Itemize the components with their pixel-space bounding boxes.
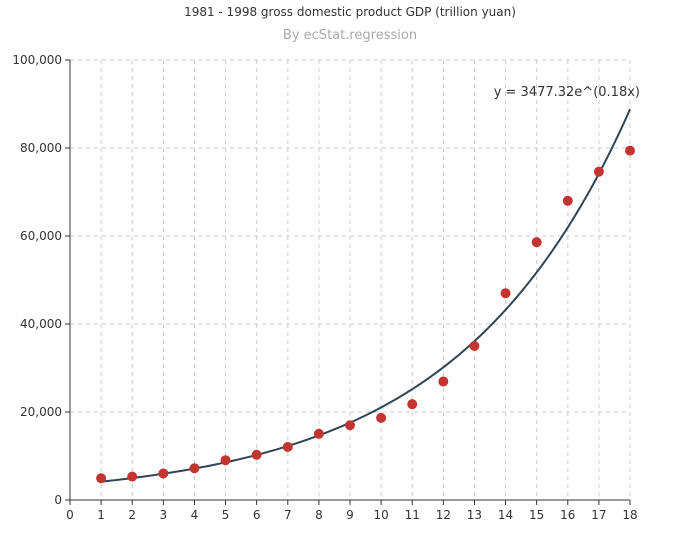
x-tick-label: 10 [373, 508, 388, 522]
data-point[interactable] [313, 428, 324, 439]
data-point[interactable] [562, 195, 573, 206]
y-tick-label: 60,000 [20, 229, 62, 243]
x-tick-label: 6 [253, 508, 261, 522]
data-point[interactable] [127, 471, 138, 482]
y-tick-label: 0 [54, 493, 62, 507]
x-tick-label: 1 [97, 508, 105, 522]
data-point[interactable] [531, 237, 542, 248]
data-point[interactable] [282, 441, 293, 452]
data-point[interactable] [438, 376, 449, 387]
x-tick-label: 13 [467, 508, 482, 522]
x-tick-label: 12 [436, 508, 451, 522]
data-point[interactable] [407, 399, 418, 410]
data-point[interactable] [158, 468, 169, 479]
y-tick-label: 80,000 [20, 141, 62, 155]
x-tick-label: 2 [128, 508, 136, 522]
data-point[interactable] [593, 166, 604, 177]
x-tick-label: 11 [405, 508, 420, 522]
x-tick-label: 7 [284, 508, 292, 522]
x-tick-label: 14 [498, 508, 513, 522]
x-tick-label: 5 [222, 508, 230, 522]
data-point[interactable] [625, 145, 635, 156]
y-tick-label: 40,000 [20, 317, 62, 331]
regression-equation-label: y = 3477.32e^(0.18x) [494, 85, 640, 100]
data-point[interactable] [220, 455, 231, 466]
x-tick-label: 15 [529, 508, 544, 522]
x-tick-label: 17 [591, 508, 606, 522]
data-point[interactable] [376, 412, 387, 423]
y-tick-label: 100,000 [12, 53, 62, 67]
chart-title: 1981 - 1998 gross domestic product GDP (… [184, 5, 516, 19]
data-point[interactable] [345, 420, 355, 431]
data-point[interactable] [96, 473, 107, 484]
x-tick-label: 0 [66, 508, 74, 522]
data-point[interactable] [251, 449, 262, 460]
chart-subtitle: By ecStat.regression [282, 28, 418, 43]
x-tick-label: 8 [315, 508, 323, 522]
x-tick-label: 3 [160, 508, 168, 522]
data-point[interactable] [500, 288, 511, 299]
x-tick-label: 16 [560, 508, 575, 522]
regression-line [101, 108, 631, 483]
x-tick-label: 4 [191, 508, 199, 522]
data-point[interactable] [189, 463, 200, 474]
y-tick-label: 20,000 [20, 405, 62, 419]
data-point[interactable] [469, 341, 480, 351]
x-tick-label: 9 [346, 508, 354, 522]
x-tick-label: 18 [622, 508, 637, 522]
